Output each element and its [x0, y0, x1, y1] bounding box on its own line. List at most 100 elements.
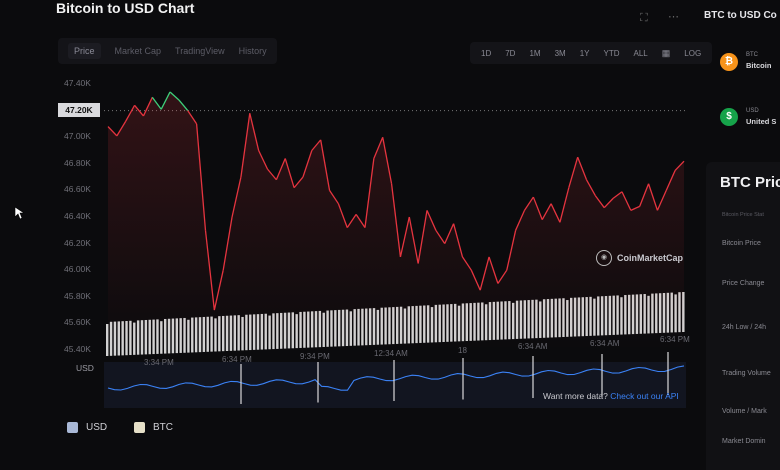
range-ytd[interactable]: YTD	[603, 48, 620, 58]
api-prompt: Want more data? Check out our API	[543, 391, 679, 401]
x-tick-label: 6:34 PM	[222, 355, 252, 364]
y-tick-label: 45.80K	[64, 290, 91, 301]
price-line-segment	[559, 187, 570, 223]
x-tick-label: 6:34 AM	[518, 342, 548, 351]
price-line-segment	[594, 195, 605, 209]
price-line-segment	[390, 183, 402, 257]
legend-usd-label: USD	[86, 422, 108, 433]
api-prompt-text: Want more data?	[543, 391, 608, 401]
range-1d[interactable]: 1D	[481, 48, 492, 58]
price-line-segment	[568, 156, 579, 188]
price-line-segment	[328, 190, 339, 205]
price-line-segment	[639, 183, 650, 207]
range-log[interactable]: LOG	[684, 48, 702, 58]
range-7d[interactable]: 7D	[505, 48, 516, 58]
y-tick-label: 47.40K	[64, 78, 91, 88]
x-tick-label: 6:34 PM	[660, 335, 690, 344]
price-line-segment	[195, 123, 207, 231]
price-line-segment	[169, 91, 180, 101]
price-line-segment	[355, 213, 366, 229]
stat-label: 24h Low / 24h	[722, 324, 766, 331]
x-tick-label: 9:34 PM	[300, 352, 330, 361]
stat-label: Price Change	[722, 280, 765, 287]
more-icon[interactable]: ⋯	[668, 11, 679, 23]
range-selector: 1D 7D 1M 3M 1Y YTD ALL ▦ LOG	[470, 42, 713, 64]
y-tick-label: 46.40K	[64, 211, 91, 221]
price-line-segment	[258, 150, 269, 170]
fullscreen-icon[interactable]: ⛶	[640, 12, 648, 24]
stats-panel	[706, 162, 780, 470]
price-line-segment	[656, 190, 667, 211]
price-line-segment	[532, 196, 543, 220]
y-tick-label: 46.20K	[64, 237, 91, 248]
price-line-segment	[302, 150, 313, 178]
tab-history[interactable]: History	[238, 46, 267, 56]
price-line-segment	[665, 170, 676, 191]
price-line-segment	[275, 158, 286, 181]
range-1m[interactable]: 1M	[529, 48, 541, 58]
price-line-segment	[364, 158, 375, 228]
x-tick-label: 3:34 PM	[144, 358, 174, 367]
stat-label: Bitcoin Price	[722, 240, 761, 247]
range-1y[interactable]: 1Y	[579, 48, 590, 58]
stat-label: Market Domin	[722, 438, 766, 445]
price-line-segment	[178, 99, 189, 112]
price-line-segment	[647, 183, 659, 211]
legend-btc[interactable]: BTC	[134, 422, 173, 433]
page-title: Bitcoin to USD Chart	[56, 0, 195, 16]
coin-usd-name: United S	[746, 117, 777, 126]
dollar-icon: $	[720, 108, 738, 126]
price-line-segment	[470, 269, 481, 291]
price-line-segment	[311, 139, 322, 151]
chart-tabs: Price Market Cap TradingView History	[58, 38, 277, 64]
y-tick-label: 47.00K	[64, 131, 91, 142]
current-price-tag: 47.20K	[58, 103, 100, 117]
price-line-segment	[479, 256, 490, 291]
price-line-segment	[399, 216, 410, 258]
price-line-segment	[452, 223, 464, 258]
api-link[interactable]: Check out our API	[610, 391, 679, 401]
price-line-segment	[444, 223, 455, 244]
price-line-segment	[612, 191, 623, 199]
price-line-segment	[231, 176, 242, 218]
tab-tradingview[interactable]: TradingView	[175, 46, 225, 56]
price-line-segment	[417, 210, 428, 264]
y-tick-label: 46.00K	[64, 264, 91, 275]
legend-btc-swatch	[134, 422, 145, 433]
price-line-segment	[630, 205, 640, 211]
x-tick-label: 6:34 AM	[590, 339, 620, 348]
price-line-segment	[506, 230, 517, 271]
mouse-cursor-icon	[14, 206, 24, 220]
lower-axis-label: USD	[76, 363, 94, 373]
tab-price[interactable]: Price	[68, 43, 101, 59]
converter-title: BTC to USD Co	[704, 10, 777, 21]
stat-label: Volume / Mark	[722, 408, 767, 415]
price-line-segment	[585, 179, 596, 197]
price-line-segment	[461, 256, 472, 271]
watermark-text: CoinMarketCap	[617, 253, 684, 263]
legend-btc-label: BTC	[153, 422, 173, 433]
calendar-icon[interactable]: ▦	[661, 47, 671, 58]
price-line-segment	[426, 210, 437, 231]
y-tick-label: 45.40K	[64, 344, 91, 354]
stat-label: Trading Volume	[722, 370, 771, 377]
watermark: ◉ CoinMarketCap	[596, 250, 683, 266]
price-line-segment	[267, 168, 277, 181]
price-line-segment	[116, 120, 127, 137]
price-line-segment	[621, 191, 632, 211]
price-line-segment	[134, 104, 144, 117]
range-all[interactable]: ALL	[633, 48, 648, 58]
range-3m[interactable]: 3M	[554, 48, 566, 58]
coin-btc-name: Bitcoin	[746, 61, 772, 70]
price-line-segment	[497, 269, 508, 284]
price-line-segment	[515, 210, 526, 231]
price-line-segment	[382, 137, 393, 184]
tab-market-cap[interactable]: Market Cap	[114, 46, 162, 56]
stats-title: BTC Price	[720, 174, 780, 191]
price-line-segment	[293, 176, 304, 189]
price-line-segment	[204, 230, 215, 311]
coinmarketcap-logo-icon: ◉	[596, 250, 612, 266]
price-line-segment	[337, 203, 348, 228]
legend-usd[interactable]: USD	[67, 422, 107, 433]
